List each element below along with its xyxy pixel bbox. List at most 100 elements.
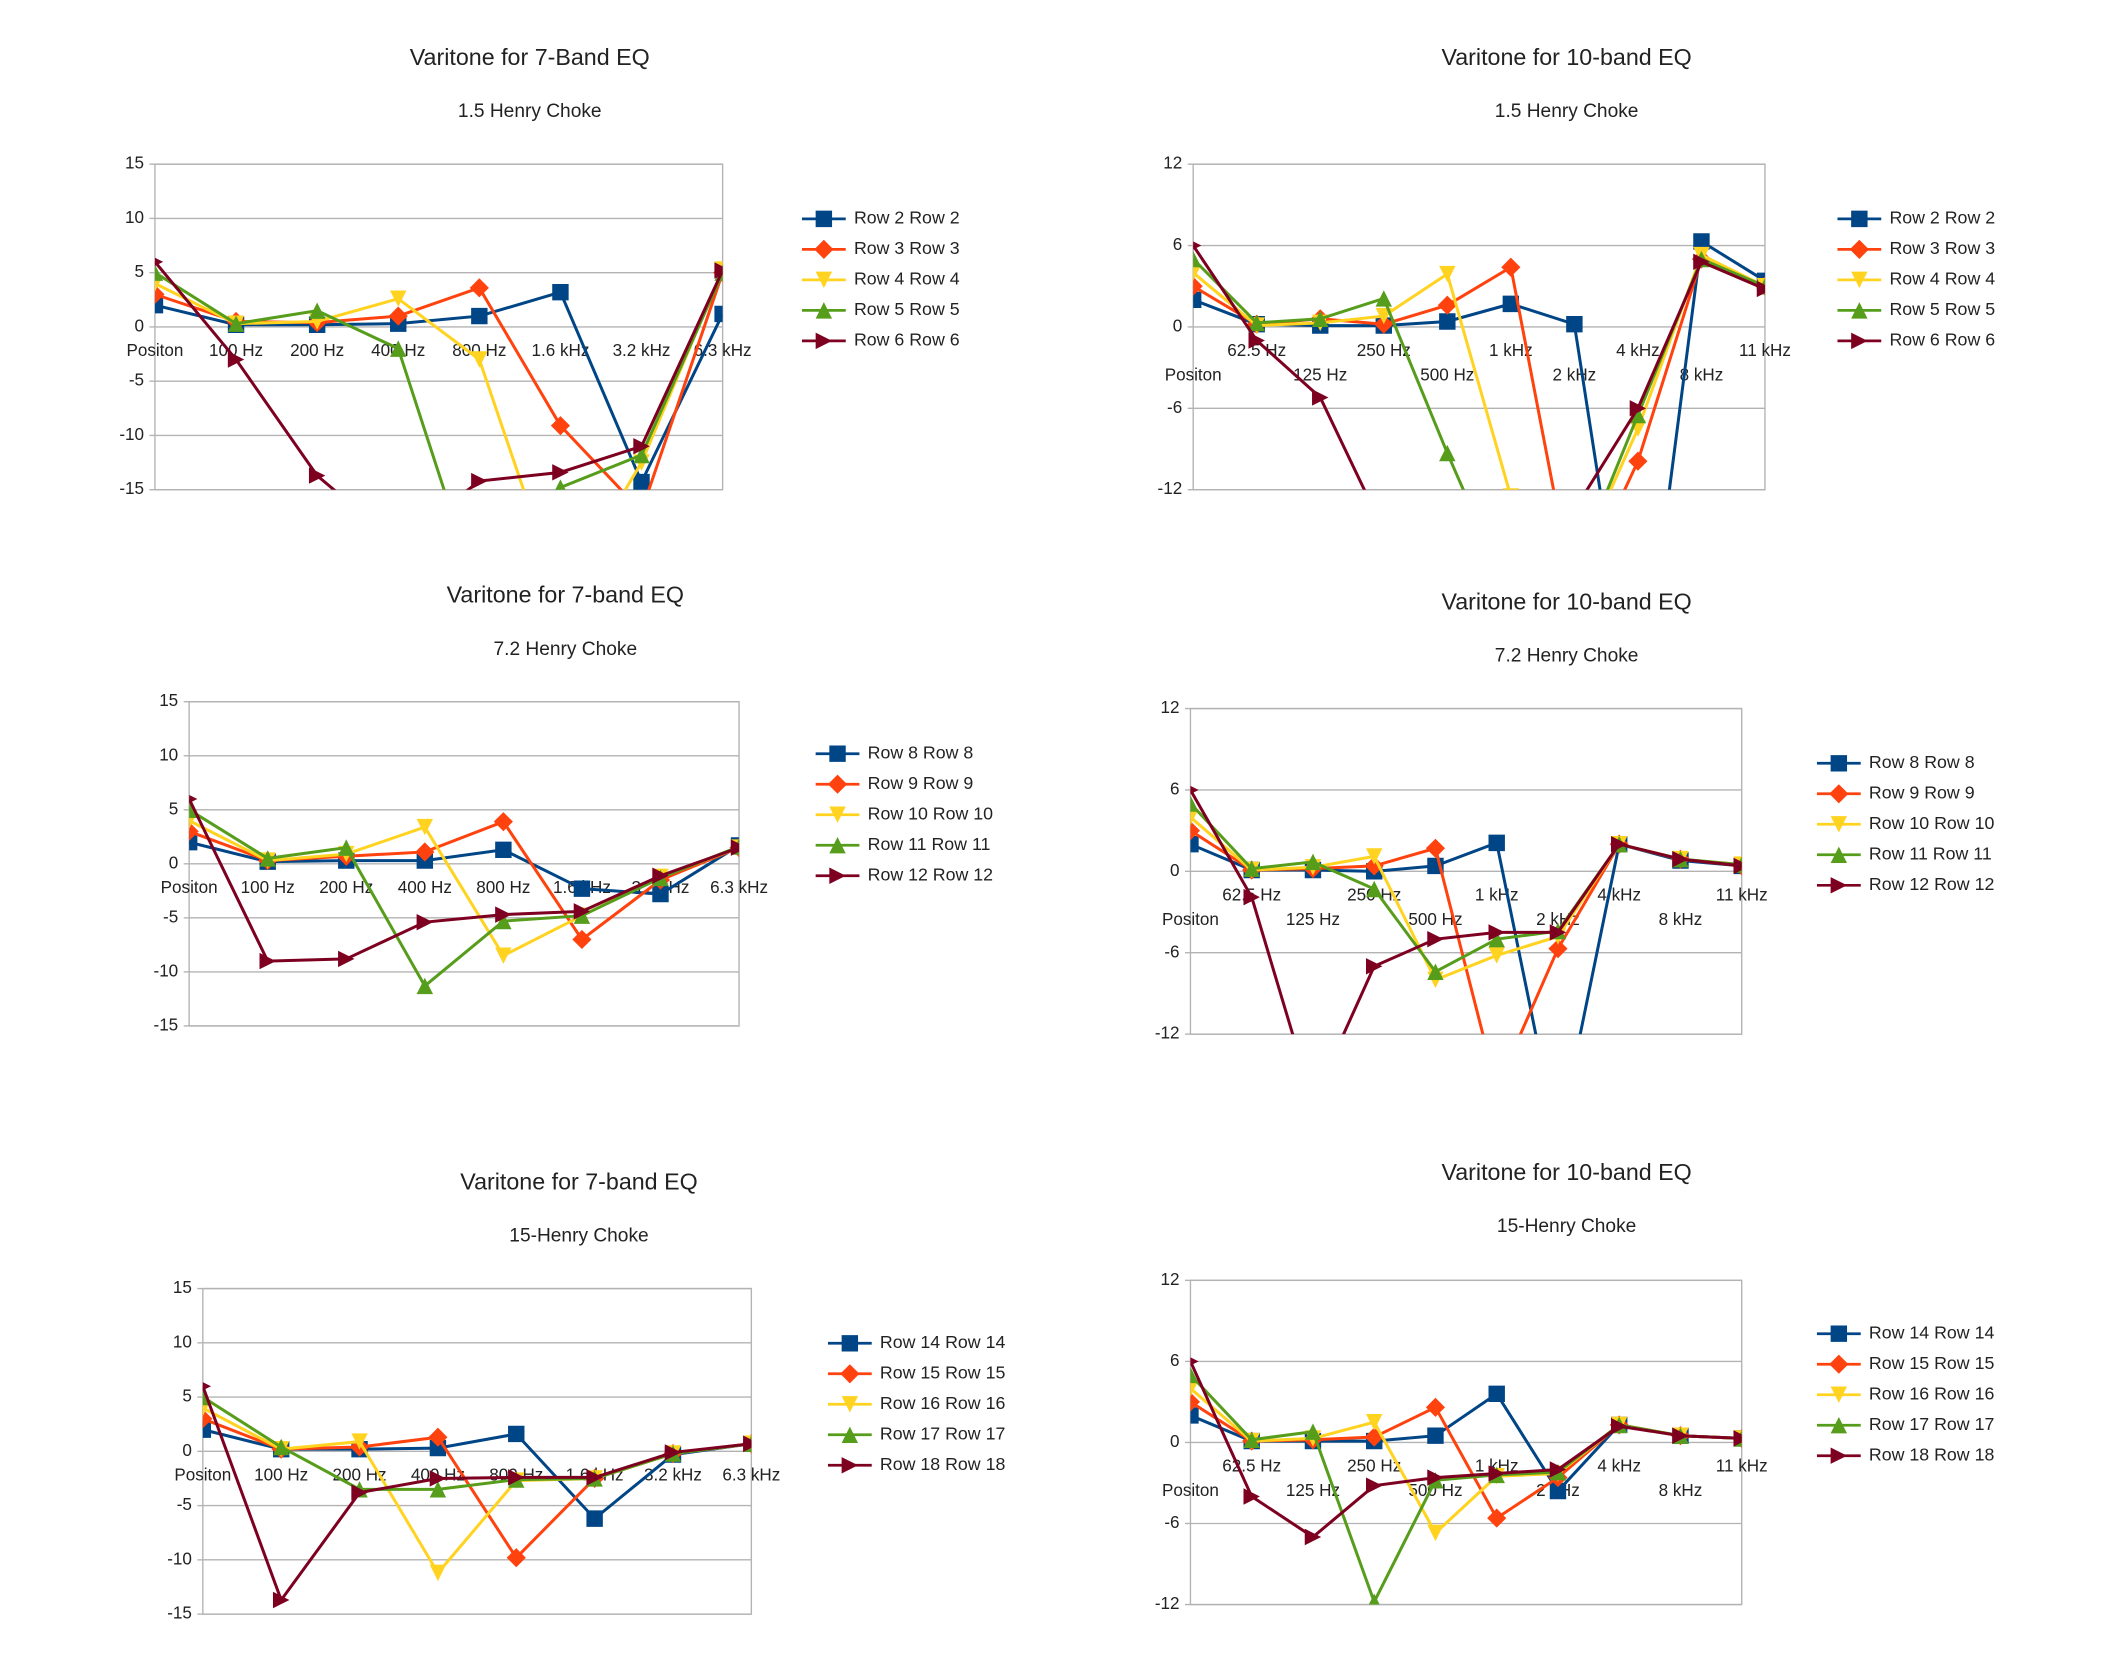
marker [1190, 1357, 1199, 1366]
legend-label: Row 6 Row 6 [1889, 330, 1995, 350]
x-tick-label: 125 Hz [1286, 910, 1340, 929]
marker [1190, 1407, 1199, 1424]
legend-label: Row 14 Row 14 [880, 1332, 1006, 1352]
series-line [154, 260, 723, 490]
marker [840, 1364, 860, 1384]
y-tick-label: 0 [169, 853, 178, 872]
x-tick-label: 500 Hz [1420, 366, 1474, 385]
marker [1243, 1488, 1260, 1505]
marker [1549, 924, 1567, 941]
marker [1487, 1079, 1506, 1098]
chart-title: Varitone for 10-band EQ [1441, 44, 1691, 70]
y-tick-label: 15 [159, 691, 178, 710]
series-line [189, 840, 740, 896]
marker [1243, 1431, 1260, 1448]
marker [1488, 834, 1505, 852]
legend-label: Row 10 Row 10 [868, 803, 994, 823]
x-tick-label: 100 Hz [241, 878, 295, 897]
marker [1427, 963, 1444, 980]
y-tick-label: 0 [182, 1441, 192, 1460]
marker [1368, 1593, 1380, 1605]
x-tick-label: 800 Hz [452, 341, 506, 360]
marker [1190, 785, 1199, 795]
x-tick-label: 1 kHz [1475, 885, 1519, 904]
x-tick-label: 11 kHz [1716, 1457, 1768, 1476]
marker [633, 473, 650, 490]
x-tick-label: 4 kHz [1597, 885, 1641, 904]
series-line [189, 808, 740, 989]
marker [272, 1438, 290, 1456]
x-tick-label: 200 Hz [319, 878, 373, 897]
series-line [189, 798, 740, 963]
marker [1830, 1417, 1848, 1434]
legend-label: Row 4 Row 4 [854, 269, 960, 289]
plot [154, 257, 723, 552]
marker [1566, 563, 1582, 579]
marker [572, 929, 592, 950]
plot [202, 1382, 752, 1609]
marker [1365, 848, 1383, 865]
chart: Varitone for 7-Band EQ 1.5 Henry Choke -15… [119, 44, 960, 552]
plot [189, 794, 740, 995]
y-tick-label: -6 [1167, 398, 1182, 417]
marker [555, 479, 566, 490]
marker [390, 340, 407, 357]
marker [1248, 332, 1265, 349]
legend-label: Row 17 Row 17 [1869, 1414, 1994, 1434]
marker [471, 351, 488, 368]
marker [416, 977, 434, 995]
marker [202, 1388, 212, 1406]
marker [429, 1470, 447, 1487]
marker [495, 906, 512, 923]
x-tick-label: 125 Hz [1293, 366, 1347, 385]
marker [829, 837, 846, 854]
marker [388, 306, 408, 326]
legend-label: Row 10 Row 10 [1869, 813, 1995, 833]
marker [351, 1484, 368, 1501]
marker [814, 239, 834, 259]
marker [154, 257, 164, 266]
marker [1849, 239, 1869, 259]
plot [1193, 233, 1765, 579]
marker [1193, 250, 1202, 268]
marker [1365, 1477, 1383, 1494]
marker [189, 794, 198, 804]
marker [573, 880, 591, 897]
marker [815, 332, 833, 350]
marker [652, 885, 669, 903]
marker [586, 1469, 603, 1486]
x-tick-label: 3.2 kHz [644, 1465, 702, 1484]
x-tick-label: 125 Hz [1286, 1481, 1340, 1500]
marker [495, 841, 512, 858]
marker [1427, 930, 1444, 948]
marker [1830, 1325, 1848, 1342]
marker [1566, 563, 1582, 579]
chart-subtitle: 15-Henry Choke [1497, 1216, 1636, 1237]
marker [429, 1564, 447, 1582]
legend-label: Row 16 Row 16 [1869, 1383, 1995, 1403]
plot [1190, 1357, 1742, 1605]
x-tick-label: 11 kHz [1739, 341, 1791, 360]
marker [471, 472, 488, 490]
marker [1629, 406, 1647, 424]
marker [308, 467, 326, 484]
legend-label: Row 17 Row 17 [880, 1423, 1005, 1443]
marker [390, 536, 406, 552]
marker [227, 315, 245, 332]
chart-title: Varitone for 7-band EQ [447, 582, 684, 608]
marker [1502, 295, 1520, 313]
y-tick-label: -15 [119, 479, 144, 498]
y-tick-label: -10 [167, 1549, 192, 1568]
series-line [1193, 244, 1765, 490]
marker [508, 1469, 525, 1486]
marker [1693, 253, 1710, 271]
marker [1629, 400, 1647, 417]
marker [841, 1457, 859, 1474]
legend-label: Row 15 Row 15 [1869, 1353, 1995, 1373]
y-tick-label: 6 [1170, 1351, 1180, 1370]
marker [1628, 451, 1648, 471]
chart-subtitle: 7.2 Henry Choke [493, 639, 637, 660]
marker [429, 1481, 447, 1498]
x-tick-label: 800 Hz [476, 878, 530, 897]
y-tick-label: -12 [1158, 479, 1183, 498]
